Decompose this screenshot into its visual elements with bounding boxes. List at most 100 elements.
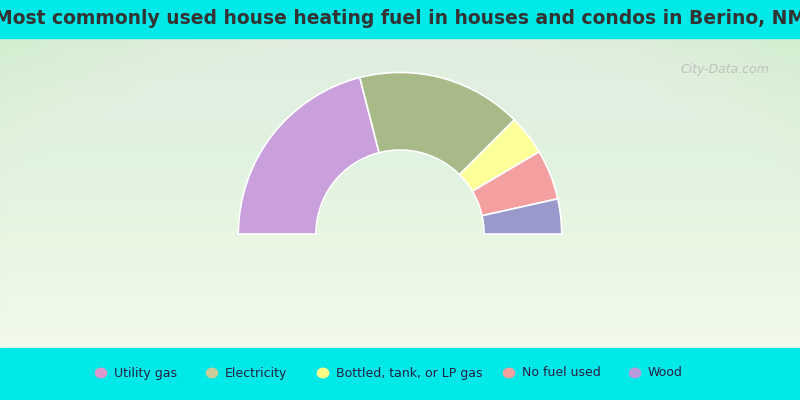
Bar xyxy=(0,63,800,64)
Ellipse shape xyxy=(318,368,329,378)
Bar xyxy=(0,269,800,270)
Bar xyxy=(0,224,800,226)
Bar xyxy=(0,66,800,68)
Bar xyxy=(0,227,800,229)
Bar xyxy=(0,283,800,284)
Bar xyxy=(0,47,800,49)
Bar xyxy=(0,246,800,247)
Bar xyxy=(0,173,800,174)
Bar xyxy=(0,132,800,134)
Bar xyxy=(0,219,800,221)
Bar xyxy=(0,250,800,252)
Bar xyxy=(0,302,800,303)
Ellipse shape xyxy=(206,368,218,378)
Bar xyxy=(0,247,800,249)
Bar xyxy=(0,215,800,216)
Bar xyxy=(0,69,800,70)
Bar xyxy=(0,322,800,323)
Bar xyxy=(0,94,800,95)
Bar xyxy=(0,270,800,272)
Bar xyxy=(0,72,800,74)
Bar xyxy=(0,264,800,266)
Bar xyxy=(0,143,800,145)
Bar xyxy=(0,43,800,44)
Bar xyxy=(0,100,800,102)
Bar xyxy=(0,83,800,84)
Text: City-Data.com: City-Data.com xyxy=(680,64,769,76)
Bar xyxy=(0,74,800,75)
Bar xyxy=(0,116,800,117)
Bar xyxy=(0,212,800,213)
Bar xyxy=(0,120,800,122)
Bar xyxy=(0,151,800,153)
Bar xyxy=(0,140,800,142)
Bar xyxy=(0,117,800,119)
Bar xyxy=(0,202,800,204)
Bar xyxy=(0,102,800,103)
Bar xyxy=(0,314,800,316)
Wedge shape xyxy=(238,78,379,234)
Bar xyxy=(0,89,800,91)
Bar xyxy=(0,50,800,52)
Bar xyxy=(0,54,800,55)
Bar xyxy=(0,240,800,241)
Bar xyxy=(0,332,800,334)
Bar xyxy=(0,128,800,130)
Bar xyxy=(0,284,800,286)
Bar xyxy=(0,334,800,336)
Bar xyxy=(0,208,800,210)
Bar xyxy=(0,286,800,288)
Bar xyxy=(0,157,800,159)
Bar xyxy=(0,164,800,165)
Bar xyxy=(0,46,800,47)
Bar xyxy=(0,125,800,126)
Bar xyxy=(0,136,800,137)
Bar xyxy=(0,193,800,194)
Bar xyxy=(0,235,800,236)
Bar xyxy=(0,343,800,345)
Wedge shape xyxy=(360,72,514,175)
Bar xyxy=(0,185,800,187)
Text: Most commonly used house heating fuel in houses and condos in Berino, NM: Most commonly used house heating fuel in… xyxy=(0,10,800,28)
Bar xyxy=(0,316,800,317)
Text: Bottled, tank, or LP gas: Bottled, tank, or LP gas xyxy=(336,366,482,380)
Bar xyxy=(0,258,800,260)
Bar xyxy=(0,345,800,346)
Bar xyxy=(0,204,800,206)
Bar xyxy=(0,52,800,54)
Bar xyxy=(0,105,800,106)
Bar xyxy=(0,97,800,98)
Bar xyxy=(0,312,800,314)
Text: Utility gas: Utility gas xyxy=(114,366,177,380)
Bar xyxy=(0,122,800,123)
Bar xyxy=(0,252,800,254)
Bar xyxy=(0,139,800,140)
Bar xyxy=(0,255,800,256)
Bar xyxy=(0,297,800,298)
Bar xyxy=(0,303,800,305)
Bar xyxy=(0,0,800,38)
Bar xyxy=(0,348,800,400)
Bar xyxy=(0,184,800,185)
Bar xyxy=(0,272,800,274)
Bar xyxy=(0,198,800,199)
Bar xyxy=(0,305,800,306)
Bar xyxy=(0,218,800,219)
Bar xyxy=(0,308,800,309)
Bar xyxy=(0,238,800,240)
Bar xyxy=(0,242,800,244)
Wedge shape xyxy=(482,199,562,234)
Bar xyxy=(0,148,800,150)
Bar xyxy=(0,78,800,80)
Bar xyxy=(0,146,800,148)
Bar xyxy=(0,131,800,132)
Bar xyxy=(0,294,800,295)
Bar xyxy=(0,196,800,198)
Bar xyxy=(0,298,800,300)
Bar xyxy=(0,154,800,156)
Bar xyxy=(0,229,800,230)
Bar xyxy=(0,70,800,72)
Bar xyxy=(0,199,800,201)
Bar xyxy=(0,188,800,190)
Bar xyxy=(0,190,800,192)
